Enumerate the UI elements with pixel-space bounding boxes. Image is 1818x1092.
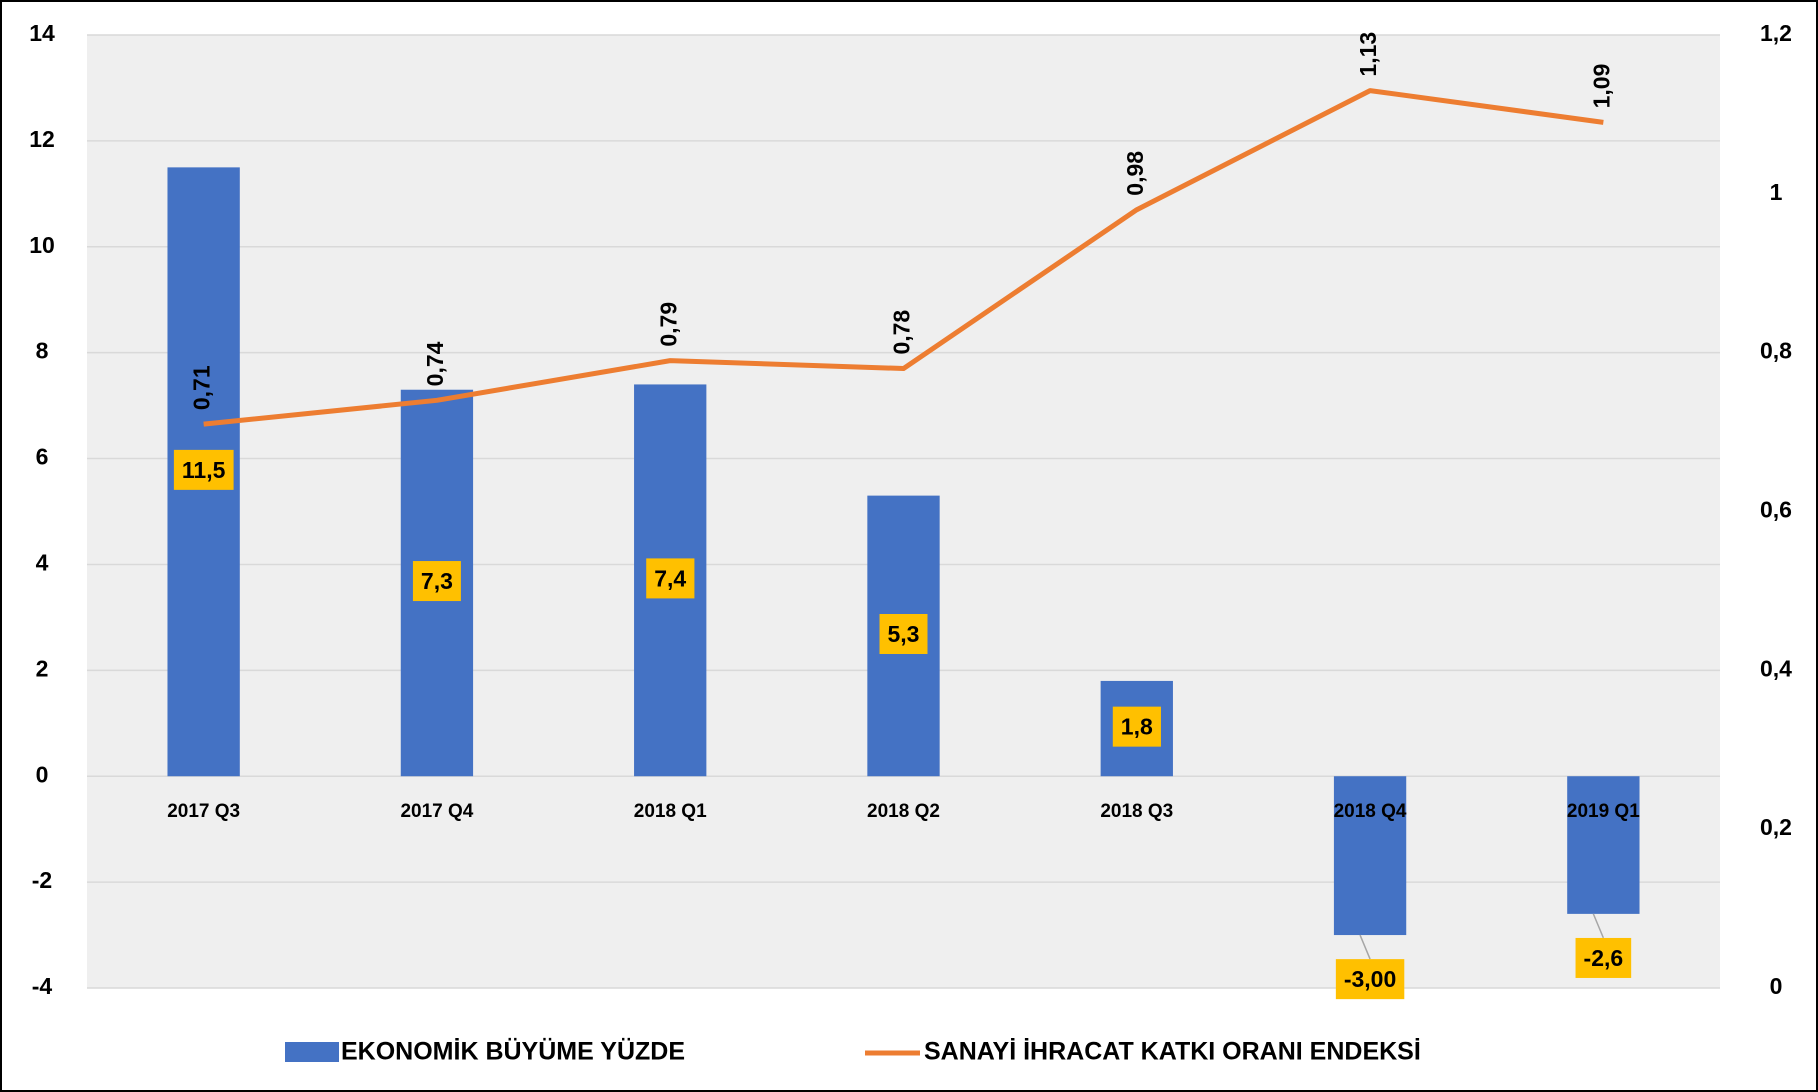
- value-label-box: [646, 558, 695, 599]
- line-value-label: 1,13: [1355, 32, 1381, 77]
- value-label: 7,3: [421, 568, 453, 594]
- value-label: 11,5: [182, 457, 226, 483]
- value-label-box: [1112, 706, 1161, 747]
- y-tick-label: 6: [36, 444, 49, 470]
- y-tick-label: 4: [36, 550, 49, 576]
- value-label: 5,3: [888, 621, 920, 647]
- legend-label: SANAYİ İHRACAT KATKI ORANI ENDEKSİ: [924, 1038, 1421, 1066]
- line-value-label: 0,79: [655, 302, 681, 347]
- y-tick-label: 2: [36, 655, 49, 681]
- y2-tick-label: 0,2: [1760, 814, 1792, 840]
- line: [203, 88, 1604, 427]
- value-label-box: [412, 561, 461, 602]
- y2-tick-label: 0,8: [1760, 338, 1792, 364]
- x-tick-label: 2017 Q3: [167, 801, 240, 822]
- value-label-box: [173, 449, 234, 490]
- value-label: -3,00: [1344, 966, 1396, 992]
- bar: [1567, 776, 1640, 914]
- y-tick-label: -2: [32, 867, 52, 893]
- x-tick-label: 2018 Q3: [1100, 801, 1173, 822]
- y2-tick-label: 0,4: [1760, 655, 1792, 681]
- x-tick-label: 2018 Q1: [634, 801, 707, 822]
- y-tick-label: 8: [36, 338, 49, 364]
- y-tick-label: 10: [29, 232, 55, 258]
- y-tick-label: 0: [36, 761, 49, 787]
- y2-tick-label: 0: [1770, 973, 1783, 999]
- value-label-box: [1335, 959, 1405, 1000]
- x-tick-label: 2017 Q4: [400, 801, 473, 822]
- y-tick-label: -4: [32, 973, 53, 999]
- line-value-label: 1,09: [1588, 64, 1614, 109]
- legend-swatch: [285, 1042, 339, 1062]
- value-label-box: [879, 613, 928, 654]
- x-tick-label: 2018 Q2: [867, 801, 940, 822]
- line-value-label: 0,78: [889, 310, 915, 355]
- value-label: 7,4: [654, 565, 686, 591]
- line-value-label: 0,74: [422, 341, 448, 386]
- legend-label: EKONOMİK BÜYÜME YÜZDE: [341, 1037, 685, 1066]
- y-tick-label: 14: [29, 20, 55, 46]
- legend: EKONOMİK BÜYÜME YÜZDE SANAYİ İHRACAT KAT…: [285, 1037, 1421, 1066]
- value-label: -2,6: [1584, 945, 1624, 971]
- bar: [1333, 776, 1407, 936]
- line-value-label: 0,98: [1122, 151, 1148, 196]
- y2-tick-label: 1,2: [1760, 20, 1792, 46]
- labels: 11,5 7,3 7,4 5,3 1,8 -3,00 -2,6 0,71 0,74 0,79 0,7…: [173, 32, 1632, 1000]
- leader-line: [1359, 934, 1371, 960]
- y-tick-label: 12: [29, 126, 55, 152]
- line-value-label: 0,71: [189, 365, 215, 410]
- y2-tick-label: 1: [1770, 179, 1783, 205]
- leader-line: [1592, 913, 1605, 939]
- value-label-box: [1575, 937, 1632, 978]
- value-label: 1,8: [1121, 714, 1153, 740]
- x-tick-label: 2019 Q1: [1567, 801, 1640, 822]
- y2-tick-label: 0,6: [1760, 497, 1792, 523]
- x-tick-label: 2018 Q4: [1334, 801, 1407, 822]
